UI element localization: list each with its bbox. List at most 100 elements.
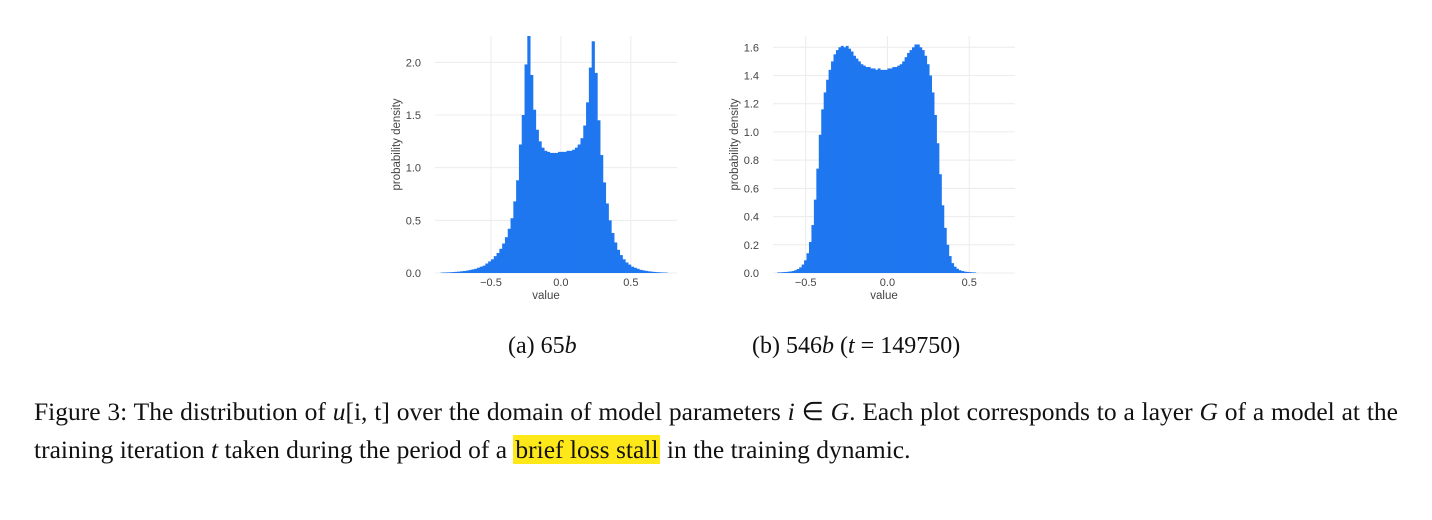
histogram-bar — [538, 141, 542, 273]
histogram-bar — [594, 72, 598, 273]
histogram-bar — [560, 151, 565, 273]
y-tick-label: 2.0 — [406, 57, 421, 69]
histogram-bar — [904, 57, 908, 274]
caption-u-symbol: u — [332, 397, 346, 426]
histogram-bar — [826, 79, 829, 273]
histogram-bar — [958, 270, 962, 273]
histogram-bar — [471, 269, 475, 273]
histogram-bar — [572, 149, 576, 273]
histogram-bar — [544, 150, 548, 273]
caption-mid4: taken during the period of a — [218, 435, 514, 464]
histogram-bar — [934, 115, 937, 273]
histogram-bar — [597, 120, 601, 274]
histogram-bar — [938, 174, 942, 273]
histogram-bar — [507, 228, 511, 273]
histogram-bar — [848, 48, 852, 273]
histogram-bar — [821, 109, 825, 273]
subcaption-a: (a) 65b — [508, 333, 577, 360]
histogram-bar — [914, 44, 918, 273]
histogram-bar — [811, 225, 815, 273]
caption-g-symbol: G — [830, 397, 850, 426]
histogram-bar — [462, 270, 467, 273]
histogram-bar — [535, 129, 539, 273]
histogram-bar — [845, 45, 849, 273]
histogram-bar — [956, 268, 959, 273]
x-axis-title: value — [532, 290, 560, 302]
histogram-bar — [843, 47, 847, 274]
histogram-bar — [656, 272, 660, 273]
histogram-bar — [546, 151, 551, 273]
caption-tail: in the training dynamic. — [660, 435, 911, 464]
histogram-bar — [963, 271, 967, 273]
histogram-bar — [468, 270, 472, 273]
x-tick-label: −0.5 — [480, 277, 502, 289]
histogram-bar — [482, 265, 486, 273]
histogram-bar — [946, 244, 950, 273]
y-tick-label: 1.2 — [744, 99, 759, 111]
y-tick-label: 1.4 — [744, 71, 759, 83]
histogram-bar — [465, 270, 469, 273]
y-tick-label: 1.5 — [406, 110, 421, 122]
histogram-bar — [970, 272, 974, 273]
figure: −0.5 0.0 0.5 0.0 0.5 1.0 1.5 2.0 value probabilit… — [391, 36, 1015, 360]
histogram-bar — [625, 262, 629, 273]
histogram-bar — [600, 155, 604, 273]
histogram-bar — [485, 263, 489, 273]
histogram-bar — [806, 253, 810, 273]
y-axis-title: probability density — [391, 98, 403, 190]
histogram-bar — [496, 252, 500, 273]
caption-mid2: . Each plot corresponds to a layer — [849, 397, 1200, 426]
histogram-bar — [916, 44, 920, 273]
histogram-bar — [558, 151, 562, 273]
histogram-bar — [781, 272, 785, 273]
x-tick-label: 0.5 — [962, 277, 977, 289]
histogram-bar — [476, 267, 481, 273]
histogram-bar — [446, 272, 450, 273]
histogram-bar — [580, 138, 584, 273]
histogram-bar — [872, 68, 876, 273]
histogram-bar — [794, 270, 798, 273]
caption-lead: Figure 3: The distribution of — [34, 397, 333, 426]
caption-highlight: brief loss stall — [513, 435, 661, 464]
histogram-bar — [552, 152, 556, 273]
caption-in-symbol: ∈ — [794, 397, 831, 426]
histogram-bar — [658, 272, 663, 273]
histogram-bar — [865, 67, 869, 274]
histogram-bar — [833, 54, 837, 273]
histogram-bar — [786, 271, 790, 273]
subcaption-b-label: (b) — [752, 333, 780, 359]
caption-u-args: [i, t] — [345, 397, 390, 426]
histogram-bar — [454, 271, 458, 273]
histogram-bar — [633, 267, 637, 273]
histogram-bar — [602, 182, 607, 273]
histogram-bar — [524, 64, 528, 273]
histogram-bar — [931, 92, 935, 273]
histogram-bar — [885, 69, 888, 273]
histogram-bar — [574, 147, 579, 273]
histogram-bar — [474, 268, 478, 273]
y-tick-label: 0.0 — [744, 268, 759, 280]
histogram-bar — [493, 256, 497, 273]
histogram-bar — [887, 68, 891, 273]
histogram-bar — [499, 248, 503, 273]
histogram-546b: −0.5 0.0 0.5 0.0 0.2 0.4 0.6 0.8 1.0 1.2 1.4 1.6 val… — [729, 36, 1015, 302]
histogram-bar — [804, 260, 807, 273]
y-tick-label: 0.5 — [406, 215, 421, 227]
histogram-bar — [897, 65, 901, 273]
histogram-bar — [644, 270, 649, 273]
histogram-bar — [965, 271, 969, 273]
histogram-bar — [838, 47, 842, 274]
histogram-bar — [611, 232, 615, 273]
histogram-bar — [870, 68, 874, 273]
histogram-bar — [566, 150, 570, 273]
subcaption-b-open: ( — [839, 333, 848, 359]
histogram-bar — [921, 50, 925, 273]
histogram-bar — [630, 266, 635, 273]
histogram-bar — [860, 64, 864, 273]
y-tick-label: 0.4 — [744, 212, 759, 224]
histogram-bar — [961, 271, 964, 273]
histogram-bar — [530, 74, 534, 273]
x-tick-label: 0.0 — [553, 277, 568, 289]
histogram-bar — [642, 270, 646, 273]
subcaption-b-unit: b — [821, 333, 834, 359]
